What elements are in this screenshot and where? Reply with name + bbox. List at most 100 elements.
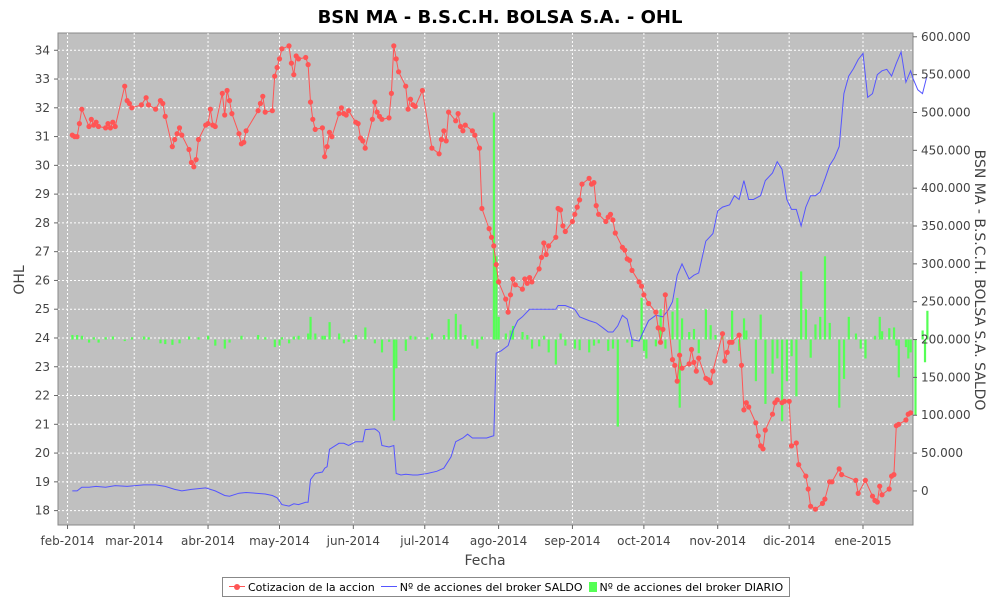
price-point bbox=[738, 362, 745, 368]
price-point bbox=[886, 486, 892, 492]
price-point bbox=[638, 283, 645, 289]
price-point bbox=[374, 109, 380, 115]
legend-label-saldo: Nº de acciones del broker SALDO bbox=[399, 580, 583, 594]
price-point bbox=[657, 339, 664, 345]
y-tick-label: 25 bbox=[35, 302, 50, 316]
diario-bar bbox=[104, 337, 107, 340]
price-point bbox=[505, 309, 511, 315]
diario-bar bbox=[342, 339, 345, 344]
price-point bbox=[129, 105, 135, 111]
price-point bbox=[107, 125, 113, 131]
price-point bbox=[891, 472, 897, 478]
diario-bar bbox=[680, 318, 684, 340]
price-point bbox=[596, 211, 602, 217]
price-point bbox=[793, 440, 799, 446]
price-point bbox=[805, 486, 811, 492]
price-point bbox=[862, 477, 869, 483]
price-point bbox=[507, 292, 514, 298]
diario-bar bbox=[123, 339, 126, 342]
x-tick-label: feb-2014 bbox=[40, 534, 94, 548]
diario-bar bbox=[642, 339, 646, 351]
price-point bbox=[212, 123, 218, 130]
price-point bbox=[560, 223, 566, 229]
diario-bar bbox=[819, 316, 822, 340]
diario-bar bbox=[597, 339, 600, 344]
price-point bbox=[803, 473, 809, 479]
diario-bar bbox=[459, 324, 462, 340]
y2-tick-label: 400.000 bbox=[921, 181, 971, 195]
price-point bbox=[243, 128, 249, 134]
price-point bbox=[79, 106, 85, 112]
price-point bbox=[569, 218, 576, 225]
price-point bbox=[76, 121, 82, 127]
price-point bbox=[722, 358, 728, 364]
price-point bbox=[819, 500, 826, 506]
diario-bar bbox=[97, 339, 100, 343]
diario-bar bbox=[257, 335, 260, 340]
diario-bar bbox=[71, 335, 74, 340]
price-point bbox=[319, 125, 325, 131]
x-tick-label: may-2014 bbox=[249, 534, 310, 548]
diario-bar bbox=[373, 339, 376, 344]
diario-bar bbox=[338, 333, 341, 340]
diario-bar bbox=[697, 339, 700, 354]
chart-title: BSN MA - B.S.C.H. BOLSA S.A. - OHL bbox=[318, 7, 683, 28]
plot-area bbox=[57, 32, 914, 526]
price-point bbox=[591, 180, 597, 186]
price-point bbox=[179, 132, 185, 138]
price-point bbox=[903, 417, 909, 423]
diario-bar bbox=[354, 335, 357, 340]
y2-tick-label: 300.000 bbox=[921, 257, 971, 271]
price-point bbox=[407, 96, 414, 102]
diario-bar bbox=[476, 339, 479, 349]
price-point bbox=[322, 154, 328, 160]
diario-bar bbox=[497, 316, 500, 340]
price-point bbox=[729, 339, 735, 345]
price-point bbox=[303, 54, 309, 61]
diario-bar bbox=[892, 327, 896, 340]
price-point bbox=[291, 72, 297, 78]
diario-bar bbox=[923, 339, 927, 363]
price-point bbox=[593, 203, 599, 209]
price-point bbox=[455, 111, 461, 117]
price-point bbox=[674, 378, 680, 384]
price-point bbox=[669, 357, 676, 363]
diario-bar bbox=[888, 328, 891, 340]
price-point bbox=[193, 157, 199, 163]
price-point bbox=[796, 462, 802, 468]
price-point bbox=[343, 112, 349, 118]
saldo-line bbox=[72, 50, 928, 507]
price-point bbox=[176, 125, 183, 131]
price-point bbox=[286, 43, 292, 49]
diario-bar bbox=[659, 309, 662, 340]
diario-bar bbox=[240, 335, 243, 340]
price-point bbox=[491, 243, 497, 249]
price-point bbox=[660, 326, 666, 332]
price-point bbox=[710, 368, 716, 374]
price-point bbox=[224, 87, 230, 94]
y-tick-label: 29 bbox=[35, 187, 50, 201]
price-point bbox=[443, 138, 449, 144]
diario-bar bbox=[704, 309, 707, 340]
price-point bbox=[255, 108, 261, 114]
price-point bbox=[403, 83, 409, 89]
price-point bbox=[419, 87, 425, 94]
price-point bbox=[386, 115, 392, 121]
diario-bar bbox=[904, 339, 908, 348]
price-point bbox=[393, 56, 399, 62]
diario-bar bbox=[164, 339, 167, 345]
diario-bar bbox=[559, 333, 562, 340]
price-point bbox=[822, 496, 828, 502]
diario-bar bbox=[800, 271, 803, 340]
price-point bbox=[257, 100, 263, 107]
diario-bar bbox=[147, 337, 150, 340]
price-point bbox=[346, 108, 352, 114]
price-point bbox=[272, 73, 278, 79]
price-point bbox=[908, 410, 914, 416]
x-tick-label: oct-2014 bbox=[617, 534, 671, 548]
diario-bar bbox=[278, 339, 281, 346]
diario-bar bbox=[511, 325, 515, 340]
diario-bar bbox=[471, 339, 474, 346]
diario-bar bbox=[447, 319, 450, 340]
diario-bar bbox=[87, 339, 91, 343]
